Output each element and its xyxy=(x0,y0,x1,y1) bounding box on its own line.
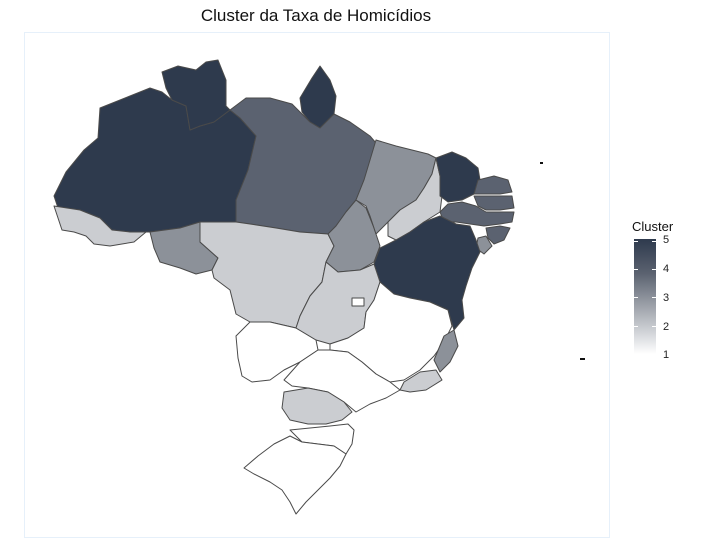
state-rn[interactable] xyxy=(473,175,513,195)
legend-colorbar xyxy=(634,239,656,354)
state-ac[interactable] xyxy=(53,205,147,247)
legend-tick-label: 5 xyxy=(663,234,670,246)
legend-tick-mark xyxy=(634,297,656,298)
state-pe[interactable] xyxy=(439,201,515,227)
island-marker xyxy=(540,162,543,164)
legend-tick-label: 1 xyxy=(663,349,670,361)
state-sp[interactable] xyxy=(283,349,401,413)
state-ap[interactable] xyxy=(299,65,337,129)
legend-tick-label: 3 xyxy=(663,292,670,304)
legend-tick-label: 4 xyxy=(663,263,670,275)
state-rs[interactable] xyxy=(243,435,347,515)
map-panel xyxy=(24,32,610,538)
legend-title: Cluster xyxy=(632,219,674,234)
state-al[interactable] xyxy=(485,225,511,245)
state-pb[interactable] xyxy=(473,195,515,211)
legend-tick-mark xyxy=(634,269,656,270)
state-pr[interactable] xyxy=(281,387,353,425)
state-pi[interactable] xyxy=(387,157,443,241)
legend-tick-label: 2 xyxy=(663,321,670,333)
chart-title: Cluster da Taxa de Homicídios xyxy=(200,6,432,25)
state-es[interactable] xyxy=(433,329,459,373)
state-ce[interactable] xyxy=(435,151,481,203)
island-marker xyxy=(580,358,585,360)
state-rj[interactable] xyxy=(399,369,443,393)
legend: Cluster 5 4 3 2 1 xyxy=(632,219,674,361)
legend-tick-mark xyxy=(634,241,656,242)
legend-tick-mark xyxy=(634,326,656,327)
state-df[interactable] xyxy=(351,297,365,307)
